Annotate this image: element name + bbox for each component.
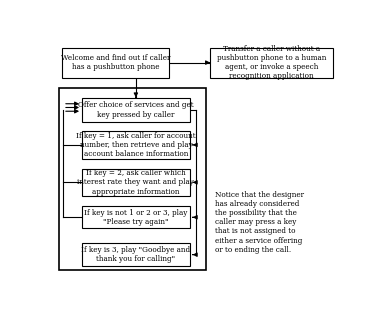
Text: If key = 1, ask caller for account
number, then retrieve and play
account balanc: If key = 1, ask caller for account numbe… xyxy=(76,132,196,158)
Text: If key = 2, ask caller which
interest rate they want and play
appropriate inform: If key = 2, ask caller which interest ra… xyxy=(77,169,194,195)
Text: If key is not 1 or 2 or 3, play
"Please try again": If key is not 1 or 2 or 3, play "Please … xyxy=(84,209,188,226)
FancyBboxPatch shape xyxy=(82,168,190,196)
Text: Transfer a caller without a
pushbutton phone to a human
agent, or invoke a speec: Transfer a caller without a pushbutton p… xyxy=(217,45,326,80)
Text: Offer choice of services and get
key pressed by caller: Offer choice of services and get key pre… xyxy=(78,101,194,119)
Text: If key is 3, play "Goodbye and
thank you for calling": If key is 3, play "Goodbye and thank you… xyxy=(81,246,190,263)
FancyBboxPatch shape xyxy=(82,206,190,228)
Text: Notice that the designer
has already considered
the possibility that the
caller : Notice that the designer has already con… xyxy=(215,191,303,254)
FancyBboxPatch shape xyxy=(82,243,190,266)
FancyBboxPatch shape xyxy=(82,131,190,159)
Text: Welcome and find out if caller
has a pushbutton phone: Welcome and find out if caller has a pus… xyxy=(61,54,170,71)
FancyBboxPatch shape xyxy=(82,98,190,122)
FancyBboxPatch shape xyxy=(62,48,169,77)
FancyBboxPatch shape xyxy=(210,48,332,77)
